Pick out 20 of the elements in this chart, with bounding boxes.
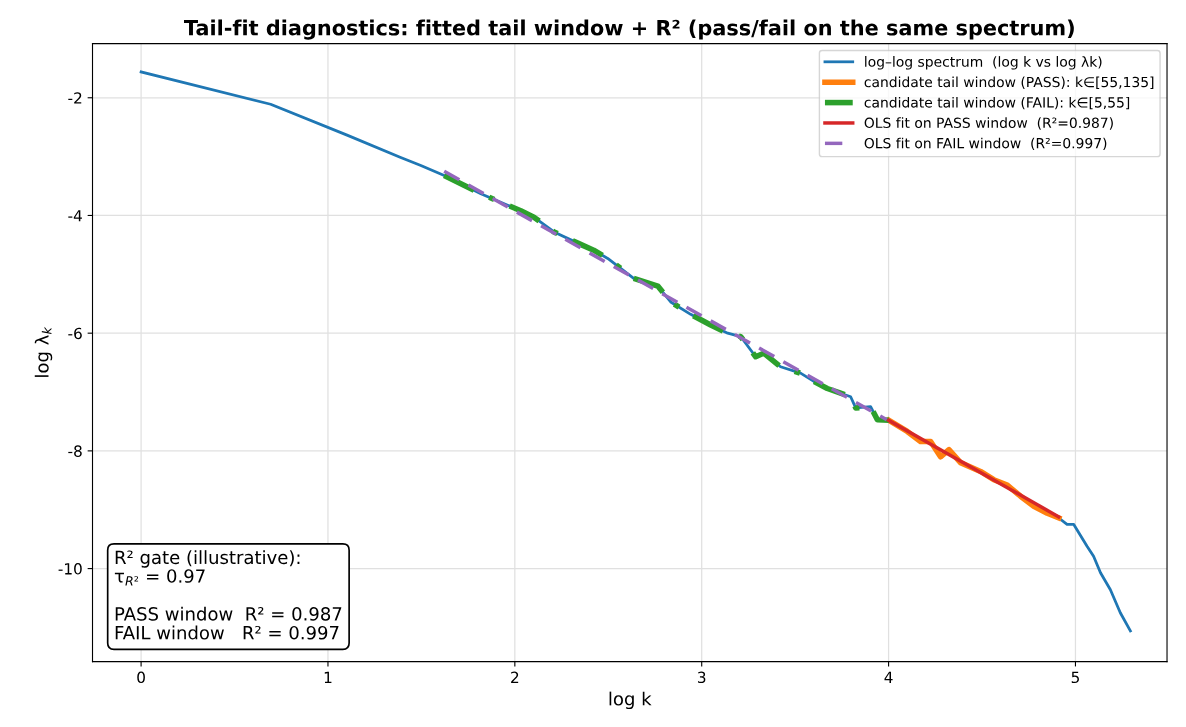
legend-label: log–log spectrum (log k vs log λk) bbox=[865, 56, 1102, 70]
x-tick-label: 0 bbox=[137, 671, 145, 684]
legend-label: OLS fit on FAIL window (R²=0.997) bbox=[864, 137, 1107, 151]
x-tick-label: 3 bbox=[698, 671, 706, 684]
x-tick-label: 4 bbox=[884, 671, 893, 683]
y-axis-title: log λ$_{k}$ bbox=[34, 326, 53, 377]
x-tick-label: 1 bbox=[324, 671, 332, 683]
y-tick-label: -8 bbox=[68, 445, 82, 457]
legend-label: candidate tail window (FAIL): k∈[5,55] bbox=[864, 96, 1130, 110]
chart-title: Tail-fit diagnostics: fitted tail window + R² (pass/fail on the same spectrum) bbox=[184, 19, 1074, 40]
x-axis-title: log k bbox=[609, 691, 652, 710]
y-tick-label: -10 bbox=[58, 563, 82, 575]
y-tick-label: -4 bbox=[68, 210, 82, 222]
y-tick-label: -6 bbox=[68, 327, 82, 340]
y-tick-label: -2 bbox=[68, 92, 82, 104]
text: R² gate (illustrative): τ$_{R²}$ = 0.97 PASS window R² = 0.987 FAIL window R² = 0.997 bbox=[114, 550, 342, 640]
x-tick-label: 5 bbox=[1071, 671, 1079, 684]
x-tick-label: 2 bbox=[511, 671, 519, 683]
legend-label: OLS fit on PASS window (R²=0.987) bbox=[864, 117, 1113, 130]
legend-label: candidate tail window (PASS): k∈[55,135] bbox=[864, 76, 1154, 89]
